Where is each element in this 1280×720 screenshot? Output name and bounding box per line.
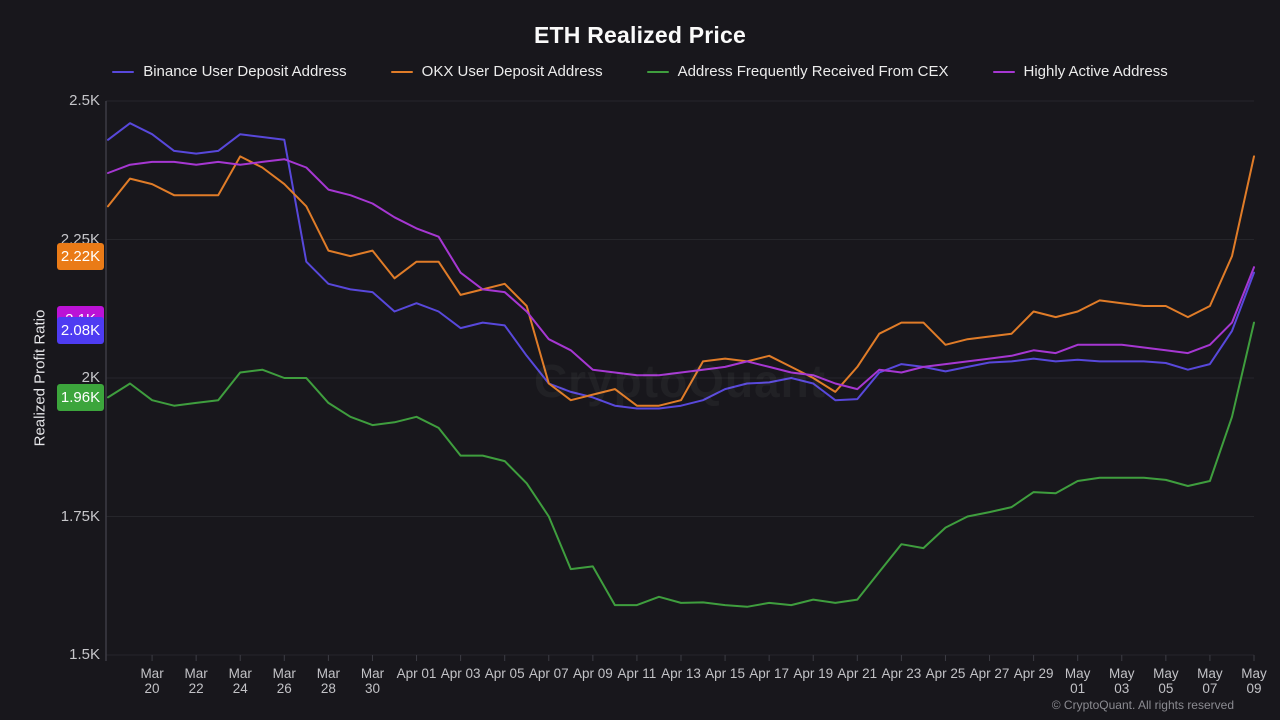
x-tick-label: Mar 30 <box>360 666 385 696</box>
legend-item-label: Binance User Deposit Address <box>143 63 347 80</box>
legend-swatch-icon <box>390 70 413 73</box>
x-tick-label: Apr 11 <box>617 666 657 681</box>
legend-swatch-icon <box>112 70 135 73</box>
x-tick-label: Apr 09 <box>572 666 613 681</box>
x-tick-label: Apr 17 <box>749 666 790 681</box>
x-tick-label: Apr 03 <box>440 666 481 681</box>
legend-item-binance-user-deposit-address[interactable]: Binance User Deposit Address <box>112 63 347 80</box>
x-tick-label: Apr 15 <box>705 666 745 681</box>
x-tick-label: Mar 24 <box>228 666 252 696</box>
legend-item-okx-user-deposit-address[interactable]: OKX User Deposit Address <box>390 63 603 80</box>
copyright-notice: © CryptoQuant. All rights reserved <box>1051 698 1234 712</box>
x-tick-label: Apr 07 <box>528 666 569 681</box>
value-badge-binance-user-deposit-address: 2.08K <box>57 317 104 345</box>
page-title: ETH Realized Price <box>534 22 746 48</box>
series-line-okx-user-deposit-address[interactable] <box>107 155 1255 407</box>
x-tick-label: Mar 20 <box>140 666 164 696</box>
y-tick-label: 2.5K <box>69 92 100 109</box>
x-tick-label: Apr 01 <box>396 666 437 681</box>
legend-item-label: Address Frequently Received From CEX <box>677 63 949 80</box>
x-tick-label: May 09 <box>1241 666 1267 696</box>
y-tick-label: 1.5K <box>69 646 100 663</box>
series-line-binance-user-deposit-address[interactable] <box>107 122 1255 410</box>
x-tick-label: Apr 23 <box>881 666 922 681</box>
y-tick-label: 1.75K <box>60 507 100 525</box>
x-tick-label: Mar 28 <box>316 666 340 696</box>
x-tick-label: Apr 05 <box>484 666 525 681</box>
x-tick-label: Apr 19 <box>793 666 834 681</box>
x-tick-label: May 03 <box>1109 666 1135 696</box>
x-tick-label: May 01 <box>1064 666 1091 696</box>
y-tick-label: 2K <box>81 369 100 386</box>
series-line-highly-active-address[interactable] <box>107 158 1255 391</box>
legend-item-highly-active-address[interactable]: Highly Active Address <box>992 63 1168 80</box>
x-tick-label: Mar 22 <box>184 666 208 696</box>
x-tick-label: Apr 29 <box>1013 666 1054 681</box>
legend-item-address-frequently-received-from-cex[interactable]: Address Frequently Received From CEX <box>646 63 949 80</box>
legend-item-label: OKX User Deposit Address <box>421 63 603 80</box>
x-tick-label: Mar 26 <box>272 666 296 696</box>
x-tick-label: May 05 <box>1153 666 1179 696</box>
legend: Binance User Deposit Address OKX User Dep… <box>0 63 1280 80</box>
x-tick-label: May 07 <box>1197 666 1223 696</box>
x-tick-label: Apr 13 <box>661 666 701 681</box>
x-tick-label: Apr 25 <box>925 666 966 681</box>
legend-swatch-icon <box>646 70 669 73</box>
value-badge-okx-user-deposit-address: 2.22K <box>57 242 104 270</box>
legend-item-label: Highly Active Address <box>1023 63 1168 80</box>
legend-swatch-icon <box>992 70 1015 73</box>
series-line-address-frequently-received-from-cex[interactable] <box>107 321 1255 608</box>
x-tick-label: Apr 21 <box>837 666 878 681</box>
x-tick-label: Apr 27 <box>969 666 1010 681</box>
value-badge-address-frequently-received-from-cex: 1.96K <box>57 383 104 411</box>
